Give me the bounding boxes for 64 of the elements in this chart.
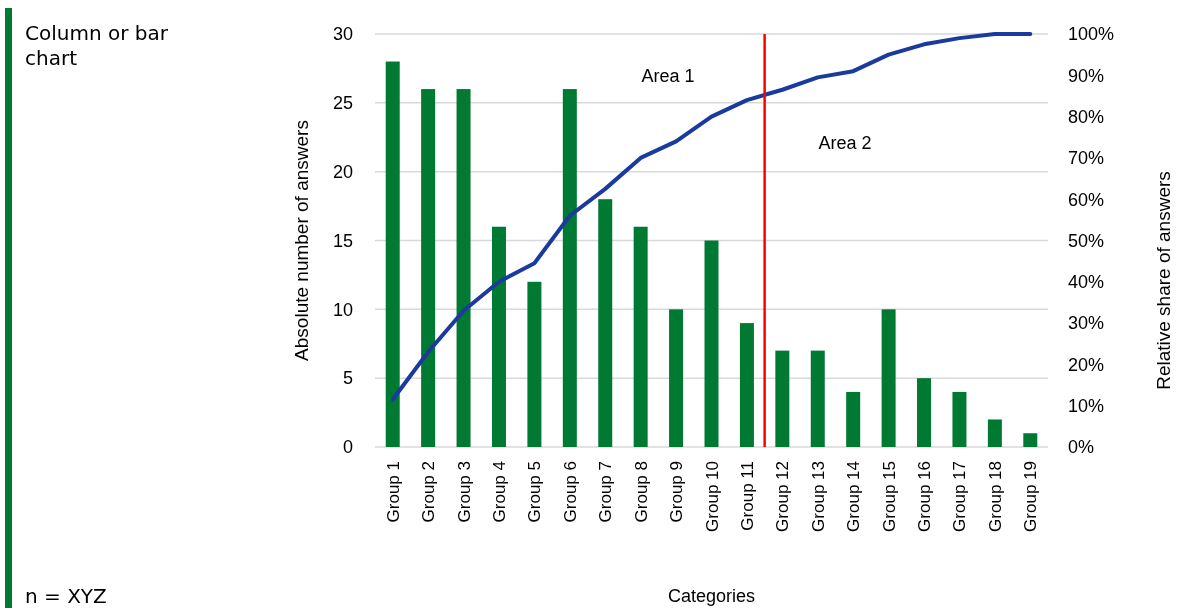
x-tick-label: Group 15 — [879, 461, 899, 532]
y2-axis-title: Relative share of answers — [1153, 171, 1174, 390]
x-tick-label: Group 13 — [808, 461, 828, 532]
bar — [846, 391, 861, 447]
bar — [987, 419, 1002, 447]
bar — [917, 378, 932, 447]
x-tick-label: Group 12 — [773, 461, 793, 532]
y2-tick-label: 10% — [1068, 396, 1105, 416]
y2-tick-label: 90% — [1068, 65, 1105, 86]
x-tick-label: Group 4 — [489, 461, 509, 523]
y2-tick-label: 40% — [1068, 272, 1105, 293]
y-tick-label: 20 — [332, 161, 353, 182]
y2-tick-label: 70% — [1068, 148, 1105, 169]
y2-tick-label: 50% — [1068, 230, 1105, 251]
x-tick-label: Group 7 — [596, 461, 616, 523]
x-tick-label: Group 3 — [454, 461, 474, 523]
bar — [810, 350, 825, 447]
bar — [952, 391, 967, 447]
bar — [598, 199, 613, 447]
bar — [527, 281, 542, 447]
x-tick-label: Group 1 — [383, 461, 403, 523]
bar — [385, 61, 400, 447]
x-tick-label: Group 17 — [950, 461, 970, 532]
bar — [456, 89, 471, 447]
x-tick-label: Group 19 — [1021, 461, 1041, 532]
bar — [633, 226, 648, 447]
bar — [421, 89, 436, 447]
x-tick-label: Group 6 — [560, 461, 580, 523]
x-tick-label: Group 16 — [915, 461, 935, 532]
bar — [491, 226, 506, 447]
bar — [881, 309, 896, 447]
y-tick-label: 15 — [332, 230, 353, 251]
x-tick-label: Group 11 — [737, 461, 757, 531]
bar — [739, 323, 754, 447]
y2-tick-label: 60% — [1068, 189, 1105, 210]
text: n = XYZ — [25, 584, 107, 608]
y2-tick-label: 20% — [1068, 354, 1105, 375]
bar — [562, 89, 577, 447]
y-tick-label: 0 — [342, 437, 353, 458]
x-tick-label: Group 18 — [985, 461, 1005, 532]
x-axis-title: Categories — [667, 586, 756, 606]
text: Column or bar chart — [25, 21, 169, 70]
x-tick-label: Group 2 — [419, 461, 439, 523]
x-tick-label: Group 5 — [525, 461, 545, 523]
y2-tick-label: 100% — [1068, 24, 1115, 45]
x-tick-label: Group 8 — [631, 461, 651, 523]
annotation: Area 2 — [818, 133, 872, 153]
y2-tick-label: 0% — [1068, 437, 1095, 458]
x-tick-label: Group 10 — [702, 461, 722, 532]
bar — [775, 350, 790, 447]
bar — [1023, 433, 1038, 447]
x-tick-label: Group 14 — [844, 461, 864, 532]
bar — [704, 240, 719, 447]
y2-tick-label: 30% — [1068, 313, 1105, 334]
y-tick-label: 25 — [332, 93, 353, 114]
y-tick-label: 5 — [342, 368, 353, 389]
annotation: Area 1 — [641, 66, 695, 86]
bar — [669, 309, 684, 447]
y-axis-title: Absolute number of answers — [291, 120, 312, 361]
y-tick-label: 10 — [332, 299, 353, 320]
line-series — [390, 32, 1033, 402]
y-tick-label: 30 — [332, 24, 353, 45]
y2-tick-label: 80% — [1068, 106, 1105, 127]
x-tick-label: Group 9 — [667, 461, 687, 523]
